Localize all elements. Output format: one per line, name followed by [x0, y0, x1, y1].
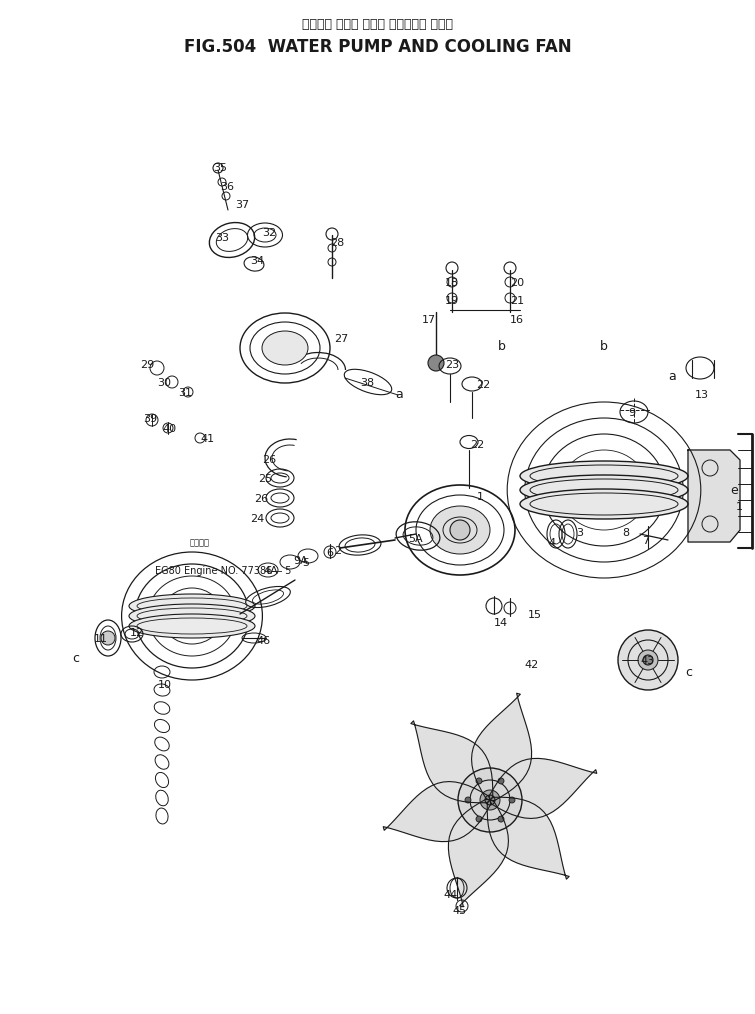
Circle shape — [638, 650, 658, 670]
Text: 18: 18 — [445, 278, 459, 288]
Ellipse shape — [262, 331, 308, 365]
Text: 35: 35 — [213, 163, 227, 173]
Text: FIG.504  WATER PUMP AND COOLING FAN: FIG.504 WATER PUMP AND COOLING FAN — [183, 38, 572, 56]
Circle shape — [458, 768, 522, 832]
Text: 15: 15 — [528, 610, 542, 620]
Circle shape — [465, 797, 471, 803]
Text: 44: 44 — [443, 890, 458, 900]
Text: b: b — [498, 340, 506, 353]
Text: 12: 12 — [130, 628, 144, 638]
Text: 4A: 4A — [263, 566, 278, 576]
Text: c: c — [685, 666, 692, 679]
Circle shape — [509, 797, 515, 803]
Text: 28: 28 — [330, 238, 344, 248]
Text: 23: 23 — [445, 360, 459, 370]
Text: 43: 43 — [640, 656, 654, 666]
Text: 19: 19 — [445, 296, 459, 306]
Text: 13: 13 — [695, 390, 709, 400]
Ellipse shape — [520, 489, 688, 519]
Text: 25: 25 — [258, 474, 272, 484]
Text: ウォータ ポンプ および クーリング ファン: ウォータ ポンプ および クーリング ファン — [302, 18, 453, 31]
Ellipse shape — [129, 594, 255, 618]
Text: 42: 42 — [524, 660, 538, 670]
Circle shape — [176, 600, 208, 632]
Text: 45: 45 — [452, 906, 466, 916]
Text: 20: 20 — [510, 278, 524, 288]
Polygon shape — [384, 782, 491, 842]
Circle shape — [450, 520, 470, 540]
Circle shape — [643, 655, 653, 665]
Circle shape — [498, 778, 504, 784]
Text: 27: 27 — [334, 334, 348, 344]
Text: 24: 24 — [250, 514, 264, 524]
Circle shape — [498, 816, 504, 822]
Circle shape — [480, 790, 500, 810]
Text: 39: 39 — [143, 414, 157, 424]
Text: 33: 33 — [215, 233, 229, 243]
Text: 21: 21 — [510, 296, 524, 306]
Text: 29: 29 — [140, 360, 154, 370]
Text: 9A: 9A — [293, 556, 308, 566]
Text: 37: 37 — [235, 200, 249, 210]
Circle shape — [101, 631, 115, 645]
Circle shape — [618, 630, 678, 690]
Text: 16: 16 — [510, 315, 524, 325]
Text: 2: 2 — [334, 546, 341, 556]
Circle shape — [485, 795, 495, 805]
Text: 4: 4 — [548, 538, 555, 548]
Text: 30: 30 — [157, 378, 171, 388]
Text: 1: 1 — [477, 492, 484, 502]
Text: 11: 11 — [94, 634, 108, 644]
Text: 36: 36 — [220, 182, 234, 192]
Text: a: a — [395, 388, 402, 401]
Text: 26: 26 — [262, 455, 276, 465]
Text: 9: 9 — [628, 408, 635, 418]
Text: 17: 17 — [422, 315, 436, 325]
Text: 8: 8 — [622, 528, 629, 538]
Polygon shape — [411, 721, 493, 803]
Text: 5A: 5A — [408, 534, 423, 544]
Text: 14: 14 — [494, 618, 508, 628]
Text: b: b — [600, 340, 608, 353]
Circle shape — [596, 482, 612, 498]
Text: 32: 32 — [262, 228, 276, 238]
Text: 34: 34 — [250, 256, 264, 266]
Ellipse shape — [430, 506, 490, 554]
Polygon shape — [472, 694, 532, 801]
Ellipse shape — [129, 604, 255, 628]
Polygon shape — [448, 799, 508, 907]
Text: 26: 26 — [254, 494, 268, 504]
Ellipse shape — [129, 614, 255, 638]
Text: 40: 40 — [162, 424, 176, 434]
Circle shape — [476, 778, 482, 784]
Text: 31: 31 — [178, 388, 192, 399]
Polygon shape — [487, 797, 569, 879]
Text: e: e — [730, 484, 738, 497]
Text: 22: 22 — [476, 380, 490, 390]
Text: 41: 41 — [200, 434, 214, 444]
Text: a: a — [668, 370, 676, 383]
Text: c: c — [72, 652, 79, 665]
Text: 6: 6 — [326, 548, 333, 558]
Ellipse shape — [520, 461, 688, 491]
Text: 7: 7 — [642, 536, 649, 546]
Text: 適用号機: 適用号機 — [190, 538, 210, 547]
Circle shape — [586, 472, 622, 508]
Ellipse shape — [520, 475, 688, 505]
Text: 22: 22 — [470, 440, 484, 450]
Text: 46: 46 — [256, 636, 270, 646]
Text: EG80 Engine NO. 77386― 5: EG80 Engine NO. 77386― 5 — [155, 566, 291, 576]
Text: 1: 1 — [736, 502, 743, 512]
Text: 3: 3 — [576, 528, 583, 538]
Circle shape — [428, 355, 444, 371]
Polygon shape — [688, 450, 740, 542]
Text: 38: 38 — [360, 378, 374, 388]
Polygon shape — [489, 758, 596, 818]
Text: 5: 5 — [302, 558, 309, 568]
Text: 10: 10 — [158, 680, 172, 690]
Circle shape — [476, 816, 482, 822]
